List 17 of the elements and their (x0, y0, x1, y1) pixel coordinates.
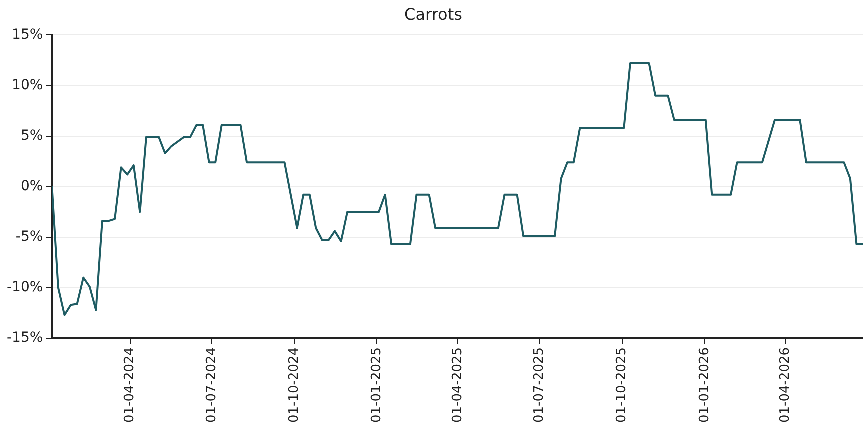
chart-title: Carrots (404, 4, 462, 24)
y-tick-label: 0% (20, 178, 44, 194)
y-tick-label: 5% (20, 128, 44, 144)
x-tick-label: 01-04-2025 (450, 347, 466, 424)
x-tick-label: 01-04-2024 (122, 347, 138, 424)
y-tick-label: 10% (12, 77, 44, 94)
x-tick-label: 01-01-2025 (370, 347, 385, 424)
x-tick-label: 01-10-2025 (614, 347, 630, 424)
x-tick-label: 01-01-2026 (697, 347, 712, 424)
x-tick-label: 01-10-2024 (286, 347, 302, 424)
y-tick-label: -5% (16, 229, 44, 246)
x-tick-label: 01-07-2024 (204, 347, 220, 424)
x-tick-label: 01-04-2026 (778, 347, 794, 424)
y-tick-label: 15% (12, 26, 44, 43)
y-tick-label: -10% (6, 280, 44, 296)
y-tick-label: -15% (6, 330, 44, 346)
x-tick-label: 01-07-2025 (532, 347, 548, 424)
